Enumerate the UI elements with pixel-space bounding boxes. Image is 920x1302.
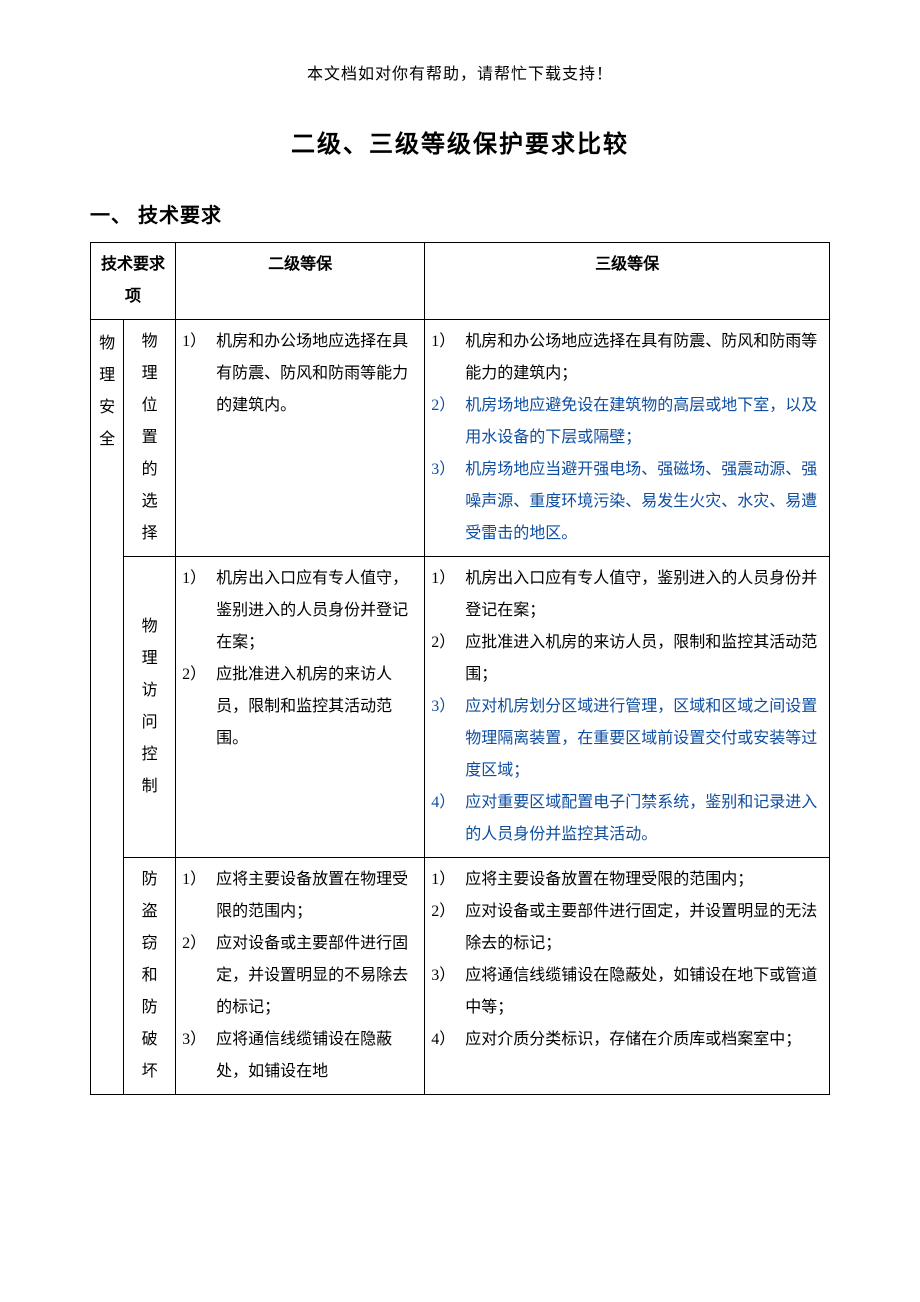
- requirement-text: 机房场地应避免设在建筑物的高层或地下室，以及用水设备的下层或隔壁；: [465, 390, 823, 454]
- requirement-item: 3）机房场地应当避开强电场、强磁场、强震动源、强噪声源、重度环境污染、易发生火灾…: [431, 454, 823, 550]
- subcategory-cell: 物理访问控制: [124, 557, 176, 858]
- requirement-text: 应对设备或主要部件进行固定，并设置明显的不易除去的标记；: [216, 928, 418, 1024]
- requirement-number: 1）: [431, 864, 465, 896]
- level3-cell: 1）机房出入口应有专人值守，鉴别进入的人员身份并登记在案；2）应批准进入机房的来…: [425, 557, 830, 858]
- col-header-level2: 二级等保: [176, 243, 425, 320]
- requirement-item: 1）应将主要设备放置在物理受限的范围内；: [431, 864, 823, 896]
- requirement-list: 1）机房出入口应有专人值守，鉴别进入的人员身份并登记在案；2）应批准进入机房的来…: [431, 563, 823, 851]
- requirement-text: 应将通信线缆铺设在隐蔽处，如铺设在地下或管道中等；: [465, 960, 823, 1024]
- requirement-item: 2）机房场地应避免设在建筑物的高层或地下室，以及用水设备的下层或隔壁；: [431, 390, 823, 454]
- col-header-level3: 三级等保: [425, 243, 830, 320]
- requirement-list: 1）机房出入口应有专人值守，鉴别进入的人员身份并登记在案；2）应批准进入机房的来…: [182, 563, 418, 755]
- level3-cell: 1）机房和办公场地应选择在具有防震、防风和防雨等能力的建筑内；2）机房场地应避免…: [425, 320, 830, 557]
- level2-cell: 1）机房出入口应有专人值守，鉴别进入的人员身份并登记在案；2）应批准进入机房的来…: [176, 557, 425, 858]
- requirement-list: 1）应将主要设备放置在物理受限的范围内；2）应对设备或主要部件进行固定，并设置明…: [431, 864, 823, 1056]
- comparison-table: 技术要求项 二级等保 三级等保 物理安全物理位置的选择1）机房和办公场地应选择在…: [90, 242, 830, 1095]
- section-heading: 一、 技术要求: [90, 199, 830, 228]
- header-note: 本文档如对你有帮助，请帮忙下载支持！: [90, 60, 830, 84]
- requirement-item: 1）机房和办公场地应选择在具有防震、防风和防雨等能力的建筑内。: [182, 326, 418, 422]
- requirement-item: 4）应对介质分类标识，存储在介质库或档案室中；: [431, 1024, 823, 1056]
- requirement-item: 1）机房出入口应有专人值守，鉴别进入的人员身份并登记在案；: [431, 563, 823, 627]
- requirement-text: 机房场地应当避开强电场、强磁场、强震动源、强噪声源、重度环境污染、易发生火灾、水…: [465, 454, 823, 550]
- requirement-text: 应将主要设备放置在物理受限的范围内；: [216, 864, 418, 928]
- requirement-text: 应将主要设备放置在物理受限的范围内；: [465, 864, 823, 896]
- requirement-text: 机房出入口应有专人值守，鉴别进入的人员身份并登记在案；: [216, 563, 418, 659]
- requirement-text: 应批准进入机房的来访人员，限制和监控其活动范围。: [216, 659, 418, 755]
- requirement-number: 3）: [182, 1024, 216, 1056]
- category-cell: 物理安全: [91, 320, 124, 1095]
- level2-cell: 1）机房和办公场地应选择在具有防震、防风和防雨等能力的建筑内。: [176, 320, 425, 557]
- col-header-requirement: 技术要求项: [91, 243, 176, 320]
- requirement-number: 3）: [431, 454, 465, 486]
- requirement-number: 2）: [431, 896, 465, 928]
- requirement-item: 4）应对重要区域配置电子门禁系统，鉴别和记录进入的人员身份并监控其活动。: [431, 787, 823, 851]
- requirement-number: 1）: [182, 864, 216, 896]
- requirement-item: 2）应对设备或主要部件进行固定，并设置明显的无法除去的标记；: [431, 896, 823, 960]
- table-body: 物理安全物理位置的选择1）机房和办公场地应选择在具有防震、防风和防雨等能力的建筑…: [91, 320, 830, 1095]
- requirement-number: 4）: [431, 787, 465, 819]
- requirement-text: 应批准进入机房的来访人员，限制和监控其活动范围；: [465, 627, 823, 691]
- level3-cell: 1）应将主要设备放置在物理受限的范围内；2）应对设备或主要部件进行固定，并设置明…: [425, 858, 830, 1095]
- requirement-number: 2）: [431, 627, 465, 659]
- requirement-text: 应将通信线缆铺设在隐蔽处，如铺设在地: [216, 1024, 418, 1088]
- requirement-item: 3）应将通信线缆铺设在隐蔽处，如铺设在地: [182, 1024, 418, 1088]
- table-row: 物理安全物理位置的选择1）机房和办公场地应选择在具有防震、防风和防雨等能力的建筑…: [91, 320, 830, 557]
- requirement-number: 2）: [182, 659, 216, 691]
- requirement-item: 2）应对设备或主要部件进行固定，并设置明显的不易除去的标记；: [182, 928, 418, 1024]
- requirement-number: 4）: [431, 1024, 465, 1056]
- requirement-item: 3）应将通信线缆铺设在隐蔽处，如铺设在地下或管道中等；: [431, 960, 823, 1024]
- requirement-number: 2）: [431, 390, 465, 422]
- requirement-item: 1）机房和办公场地应选择在具有防震、防风和防雨等能力的建筑内；: [431, 326, 823, 390]
- requirement-text: 应对介质分类标识，存储在介质库或档案室中；: [465, 1024, 823, 1056]
- requirement-list: 1）应将主要设备放置在物理受限的范围内；2）应对设备或主要部件进行固定，并设置明…: [182, 864, 418, 1088]
- requirement-number: 1）: [431, 563, 465, 595]
- requirement-list: 1）机房和办公场地应选择在具有防震、防风和防雨等能力的建筑内。: [182, 326, 418, 422]
- requirement-list: 1）机房和办公场地应选择在具有防震、防风和防雨等能力的建筑内；2）机房场地应避免…: [431, 326, 823, 550]
- level2-cell: 1）应将主要设备放置在物理受限的范围内；2）应对设备或主要部件进行固定，并设置明…: [176, 858, 425, 1095]
- requirement-item: 3）应对机房划分区域进行管理，区域和区域之间设置物理隔离装置，在重要区域前设置交…: [431, 691, 823, 787]
- subcategory-cell: 物理位置的选择: [124, 320, 176, 557]
- requirement-text: 机房和办公场地应选择在具有防震、防风和防雨等能力的建筑内；: [465, 326, 823, 390]
- requirement-text: 应对重要区域配置电子门禁系统，鉴别和记录进入的人员身份并监控其活动。: [465, 787, 823, 851]
- requirement-item: 2）应批准进入机房的来访人员，限制和监控其活动范围；: [431, 627, 823, 691]
- requirement-number: 2）: [182, 928, 216, 960]
- requirement-number: 1）: [182, 563, 216, 595]
- table-row: 防盗窃和防破坏1）应将主要设备放置在物理受限的范围内；2）应对设备或主要部件进行…: [91, 858, 830, 1095]
- requirement-text: 机房和办公场地应选择在具有防震、防风和防雨等能力的建筑内。: [216, 326, 418, 422]
- table-row: 物理访问控制1）机房出入口应有专人值守，鉴别进入的人员身份并登记在案；2）应批准…: [91, 557, 830, 858]
- requirement-item: 2）应批准进入机房的来访人员，限制和监控其活动范围。: [182, 659, 418, 755]
- subcategory-cell: 防盗窃和防破坏: [124, 858, 176, 1095]
- requirement-text: 机房出入口应有专人值守，鉴别进入的人员身份并登记在案；: [465, 563, 823, 627]
- document-page: 本文档如对你有帮助，请帮忙下载支持！ 二级、三级等级保护要求比较 一、 技术要求…: [0, 0, 920, 1135]
- requirement-item: 1）机房出入口应有专人值守，鉴别进入的人员身份并登记在案；: [182, 563, 418, 659]
- requirement-number: 1）: [182, 326, 216, 358]
- requirement-number: 3）: [431, 960, 465, 992]
- requirement-number: 1）: [431, 326, 465, 358]
- requirement-text: 应对机房划分区域进行管理，区域和区域之间设置物理隔离装置，在重要区域前设置交付或…: [465, 691, 823, 787]
- requirement-text: 应对设备或主要部件进行固定，并设置明显的无法除去的标记；: [465, 896, 823, 960]
- document-title: 二级、三级等级保护要求比较: [90, 124, 830, 159]
- requirement-item: 1）应将主要设备放置在物理受限的范围内；: [182, 864, 418, 928]
- requirement-number: 3）: [431, 691, 465, 723]
- table-header-row: 技术要求项 二级等保 三级等保: [91, 243, 830, 320]
